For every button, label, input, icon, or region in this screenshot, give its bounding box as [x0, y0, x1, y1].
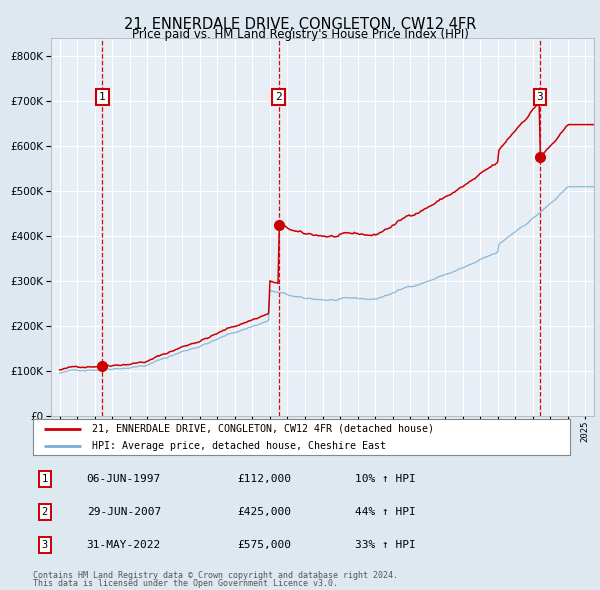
Text: 33% ↑ HPI: 33% ↑ HPI: [355, 540, 416, 550]
Text: 29-JUN-2007: 29-JUN-2007: [87, 507, 161, 517]
Text: 3: 3: [41, 540, 48, 550]
Text: This data is licensed under the Open Government Licence v3.0.: This data is licensed under the Open Gov…: [33, 579, 338, 588]
Text: 21, ENNERDALE DRIVE, CONGLETON, CW12 4FR (detached house): 21, ENNERDALE DRIVE, CONGLETON, CW12 4FR…: [92, 424, 434, 434]
Text: HPI: Average price, detached house, Cheshire East: HPI: Average price, detached house, Ches…: [92, 441, 386, 451]
Text: 31-MAY-2022: 31-MAY-2022: [87, 540, 161, 550]
Text: Contains HM Land Registry data © Crown copyright and database right 2024.: Contains HM Land Registry data © Crown c…: [33, 571, 398, 579]
Text: 06-JUN-1997: 06-JUN-1997: [87, 474, 161, 484]
Text: £575,000: £575,000: [237, 540, 291, 550]
Text: 44% ↑ HPI: 44% ↑ HPI: [355, 507, 416, 517]
Text: 2: 2: [41, 507, 48, 517]
Text: 1: 1: [41, 474, 48, 484]
Text: 3: 3: [536, 92, 544, 102]
Text: 21, ENNERDALE DRIVE, CONGLETON, CW12 4FR: 21, ENNERDALE DRIVE, CONGLETON, CW12 4FR: [124, 17, 476, 31]
Text: £425,000: £425,000: [237, 507, 291, 517]
Text: Price paid vs. HM Land Registry's House Price Index (HPI): Price paid vs. HM Land Registry's House …: [131, 28, 469, 41]
Text: 10% ↑ HPI: 10% ↑ HPI: [355, 474, 416, 484]
Text: 2: 2: [275, 92, 282, 102]
Text: £112,000: £112,000: [237, 474, 291, 484]
Text: 1: 1: [99, 92, 106, 102]
